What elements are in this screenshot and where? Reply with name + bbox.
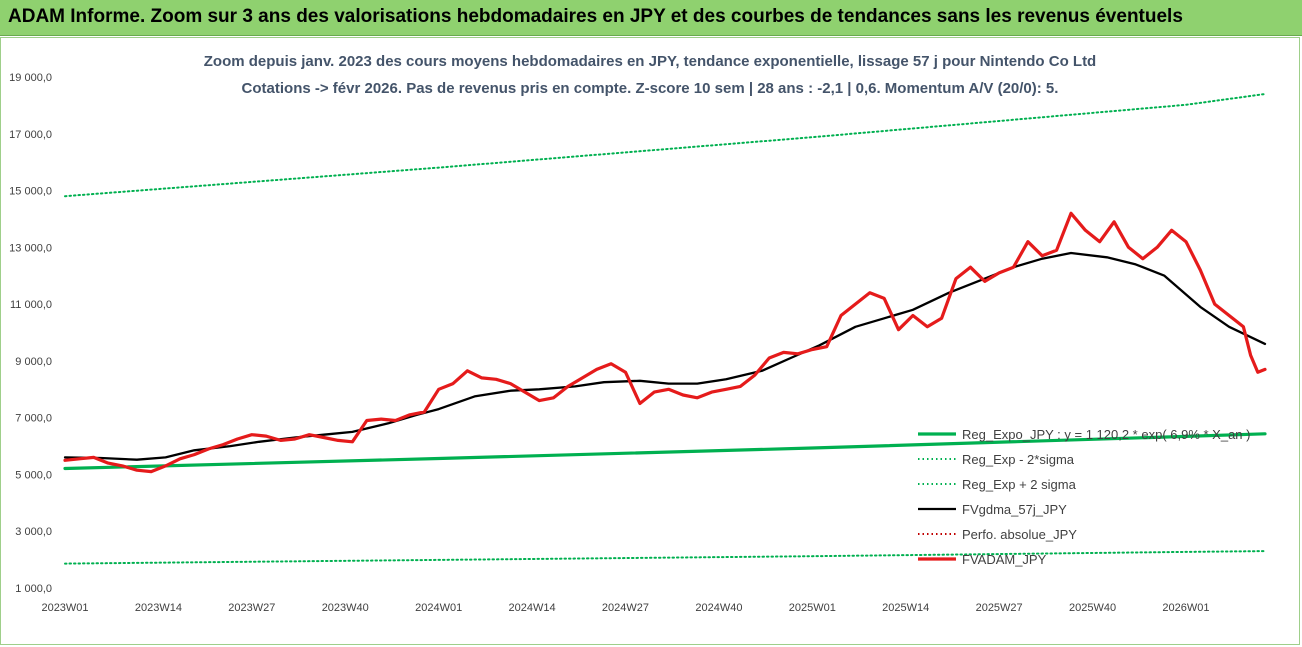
x-tick-label: 2024W27	[602, 602, 649, 614]
y-tick-label: 1 000,0	[15, 583, 52, 595]
x-axis: 2023W01 2023W14 2023W27 2023W40 2024W01 2024W…	[41, 602, 1209, 614]
x-tick-label: 2026W01	[1162, 602, 1209, 614]
series-line	[63, 251, 1267, 461]
series-line	[64, 550, 1266, 565]
y-tick-label: 3 000,0	[15, 526, 52, 538]
y-tick-label: 19 000,0	[9, 72, 52, 84]
chart-titles: Zoom depuis janv. 2023 des cours moyens …	[204, 53, 1096, 97]
x-tick-label: 2024W40	[695, 602, 742, 614]
x-tick-label: 2024W01	[415, 602, 462, 614]
y-tick-label: 5 000,0	[15, 469, 52, 481]
x-tick-label: 2023W01	[41, 602, 88, 614]
x-tick-label: 2025W01	[789, 602, 836, 614]
chart-title: Zoom depuis janv. 2023 des cours moyens …	[204, 53, 1096, 70]
x-tick-label: 2023W27	[228, 602, 275, 614]
series-line	[64, 93, 1266, 198]
y-tick-label: 9 000,0	[15, 356, 52, 368]
series-line	[63, 211, 1267, 474]
x-tick-label: 2025W14	[882, 602, 929, 614]
legend-label: Reg_Exp - 2*sigma	[962, 452, 1075, 467]
legend-label: FVgdma_57j_JPY	[962, 502, 1067, 517]
x-tick-label: 2025W27	[976, 602, 1023, 614]
report-header: ADAM Informe. Zoom sur 3 ans des valoris…	[0, 0, 1302, 36]
y-tick-label: 7 000,0	[15, 413, 52, 425]
report-title: ADAM Informe. Zoom sur 3 ans des valoris…	[8, 6, 1183, 27]
chart-subtitle: Cotations -> févr 2026. Pas de revenus p…	[242, 80, 1059, 97]
legend-label: Reg_Exp + 2 sigma	[962, 477, 1077, 492]
y-tick-label: 15 000,0	[9, 186, 52, 198]
plot-area	[63, 93, 1267, 565]
x-tick-label: 2025W40	[1069, 602, 1116, 614]
x-tick-label: 2024W14	[509, 602, 556, 614]
legend-label: FVADAM_JPY	[962, 552, 1047, 567]
legend-label: Reg_Expo_JPY : y = 1 120,2 * exp( 6,9% *…	[962, 427, 1250, 442]
x-tick-label: 2023W40	[322, 602, 369, 614]
trend-chart: Zoom depuis janv. 2023 des cours moyens …	[9, 53, 1267, 614]
legend: Reg_Expo_JPY : y = 1 120,2 * exp( 6,9% *…	[918, 427, 1250, 567]
series-line	[63, 432, 1267, 471]
y-tick-label: 13 000,0	[9, 242, 52, 254]
x-tick-label: 2023W14	[135, 602, 182, 614]
chart-frame	[0, 37, 1300, 645]
y-axis: 1 000,0 3 000,0 5 000,0 7 000,0 9 000,0 11 00…	[9, 72, 52, 595]
y-tick-label: 17 000,0	[9, 129, 52, 141]
y-tick-label: 11 000,0	[10, 299, 52, 311]
legend-label: Perfo. absolue_JPY	[962, 527, 1077, 542]
